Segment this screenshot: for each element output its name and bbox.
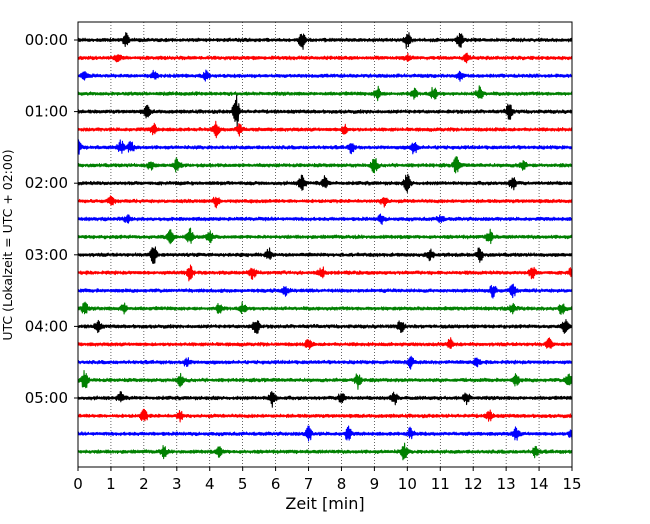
trace-line-0215 xyxy=(77,195,573,209)
trace-line-0315 xyxy=(77,264,573,282)
x-tick-label: 2 xyxy=(139,475,149,493)
trace-group xyxy=(77,32,573,461)
trace-line-0415 xyxy=(77,337,573,350)
trace-line-0130 xyxy=(77,139,573,155)
trace-line-0000 xyxy=(77,32,573,50)
x-tick-label: 4 xyxy=(205,475,215,493)
x-tick-label: 11 xyxy=(431,475,450,493)
trace-line-0100 xyxy=(77,94,573,127)
trace-line-0345 xyxy=(77,301,573,315)
trace-line-0245 xyxy=(77,227,573,245)
trace-line-0115 xyxy=(77,120,573,139)
x-axis-label: Zeit [min] xyxy=(285,494,364,513)
trace-line-0500 xyxy=(77,391,573,408)
trace-line-0530 xyxy=(77,425,573,442)
trace-line-0300 xyxy=(77,246,573,265)
x-tick-label: 8 xyxy=(337,475,347,493)
y-tick-label: 03:00 xyxy=(25,246,68,264)
y-tick-label: 02:00 xyxy=(25,174,68,192)
x-tick-label: 0 xyxy=(73,475,83,493)
trace-line-0030 xyxy=(77,69,573,82)
trace-line-0430 xyxy=(77,355,573,370)
trace-line-0200 xyxy=(77,173,573,193)
x-tick-label: 12 xyxy=(464,475,483,493)
x-tick-label: 13 xyxy=(497,475,516,493)
trace-line-0515 xyxy=(77,408,573,423)
x-tick-label: 14 xyxy=(530,475,549,493)
y-tick-label: 05:00 xyxy=(25,389,68,407)
y-tick-label: 00:00 xyxy=(25,31,68,49)
x-tick-label: 7 xyxy=(304,475,314,493)
x-tick-label: 10 xyxy=(398,475,417,493)
x-tick-label: 6 xyxy=(271,475,281,493)
x-axis: 0 1 2 3 4 5 6 7 8 9 10 11 12 13 14 15 xyxy=(73,467,582,493)
trace-line-0045 xyxy=(77,85,573,102)
trace-line-0015 xyxy=(77,52,573,64)
trace-line-0230 xyxy=(77,213,573,225)
plot-frame xyxy=(77,21,573,468)
trace-line-0145 xyxy=(77,156,573,174)
y-tick-label: 01:00 xyxy=(25,103,68,121)
trace-line-0545 xyxy=(77,442,573,461)
x-tick-label: 9 xyxy=(370,475,380,493)
y-axis-label: UTC (Lokalzeit = UTC + 02:00) xyxy=(0,149,15,340)
x-tick-label: 15 xyxy=(562,475,581,493)
grid-lines xyxy=(110,22,540,467)
x-tick-label: 3 xyxy=(172,475,182,493)
trace-line-0400 xyxy=(77,319,573,335)
x-tick-label: 1 xyxy=(106,475,116,493)
x-tick-label: 5 xyxy=(238,475,248,493)
y-axis: 00:00 01:00 02:00 03:00 04:00 05:00 xyxy=(25,31,78,407)
trace-line-0445 xyxy=(77,369,573,390)
y-tick-label: 04:00 xyxy=(25,317,68,335)
trace-line-0330 xyxy=(77,283,573,299)
